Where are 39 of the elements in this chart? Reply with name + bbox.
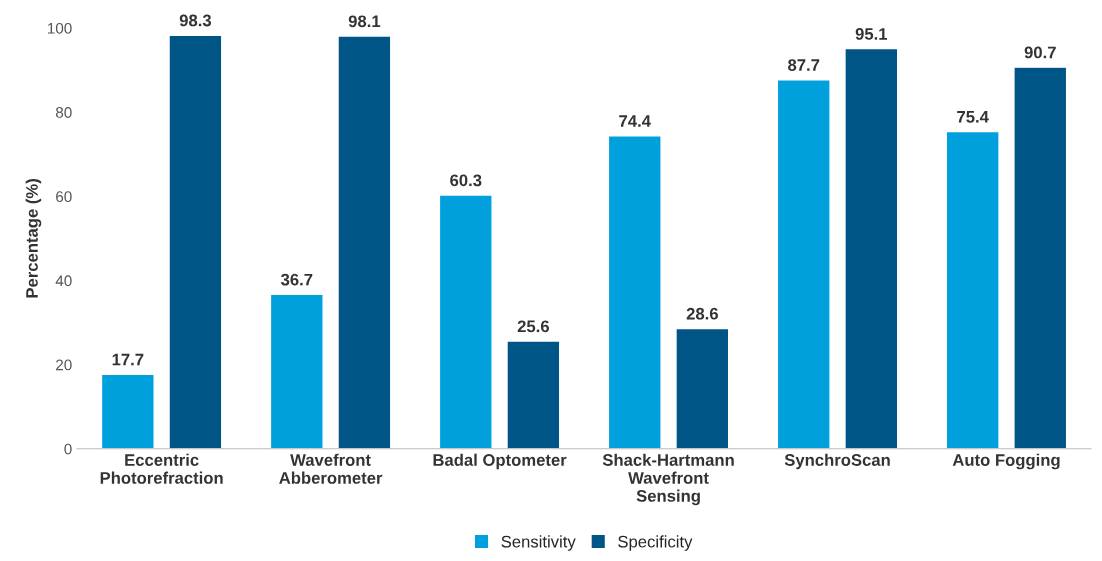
bar [607,135,662,449]
data-label: 25.6 [517,320,549,333]
data-label: 87.7 [788,59,820,71]
legend-label: Specificity [618,535,693,551]
bar [269,293,324,449]
data-label: 98.1 [348,15,381,28]
bar [945,130,1000,449]
bar [168,34,223,449]
y-tick-label: 100 [47,22,72,34]
data-label: 28.6 [686,307,718,320]
bar [1013,66,1068,449]
bar [100,373,155,449]
bar [438,194,493,449]
data-label: 36.7 [280,273,313,286]
x-tick-label: Wavefront Abberometer [279,453,383,484]
bar [506,340,561,449]
y-axis-title: Percentage (%) [25,179,42,298]
bar [675,327,730,449]
bar [844,47,899,449]
legend-label: Sensitivity [501,535,576,551]
data-label: 75.4 [957,111,989,123]
y-tick-label: 40 [55,275,72,287]
data-label: 60.3 [450,174,482,187]
x-tick-label: Eccentric Photorefraction [100,453,223,484]
data-label: 17.7 [112,353,144,366]
y-tick-label: 20 [56,359,72,371]
y-tick-label: 60 [56,191,72,203]
bar [337,35,392,449]
data-label: 98.3 [179,14,212,27]
y-tick-label: 80 [55,107,72,118]
data-label: 90.7 [1024,46,1056,59]
x-tick-label: Auto Fogging [952,453,1060,470]
x-tick-label: Badal Optometer [433,453,567,470]
x-tick-label: Shack-Hartmann Wavefront Sensing [602,453,734,506]
data-label: 74.4 [619,115,651,127]
bar [776,79,831,449]
data-label: 95.1 [855,28,888,40]
x-tick-label: SynchroScan [784,453,890,470]
y-tick-label: 0 [64,443,72,455]
